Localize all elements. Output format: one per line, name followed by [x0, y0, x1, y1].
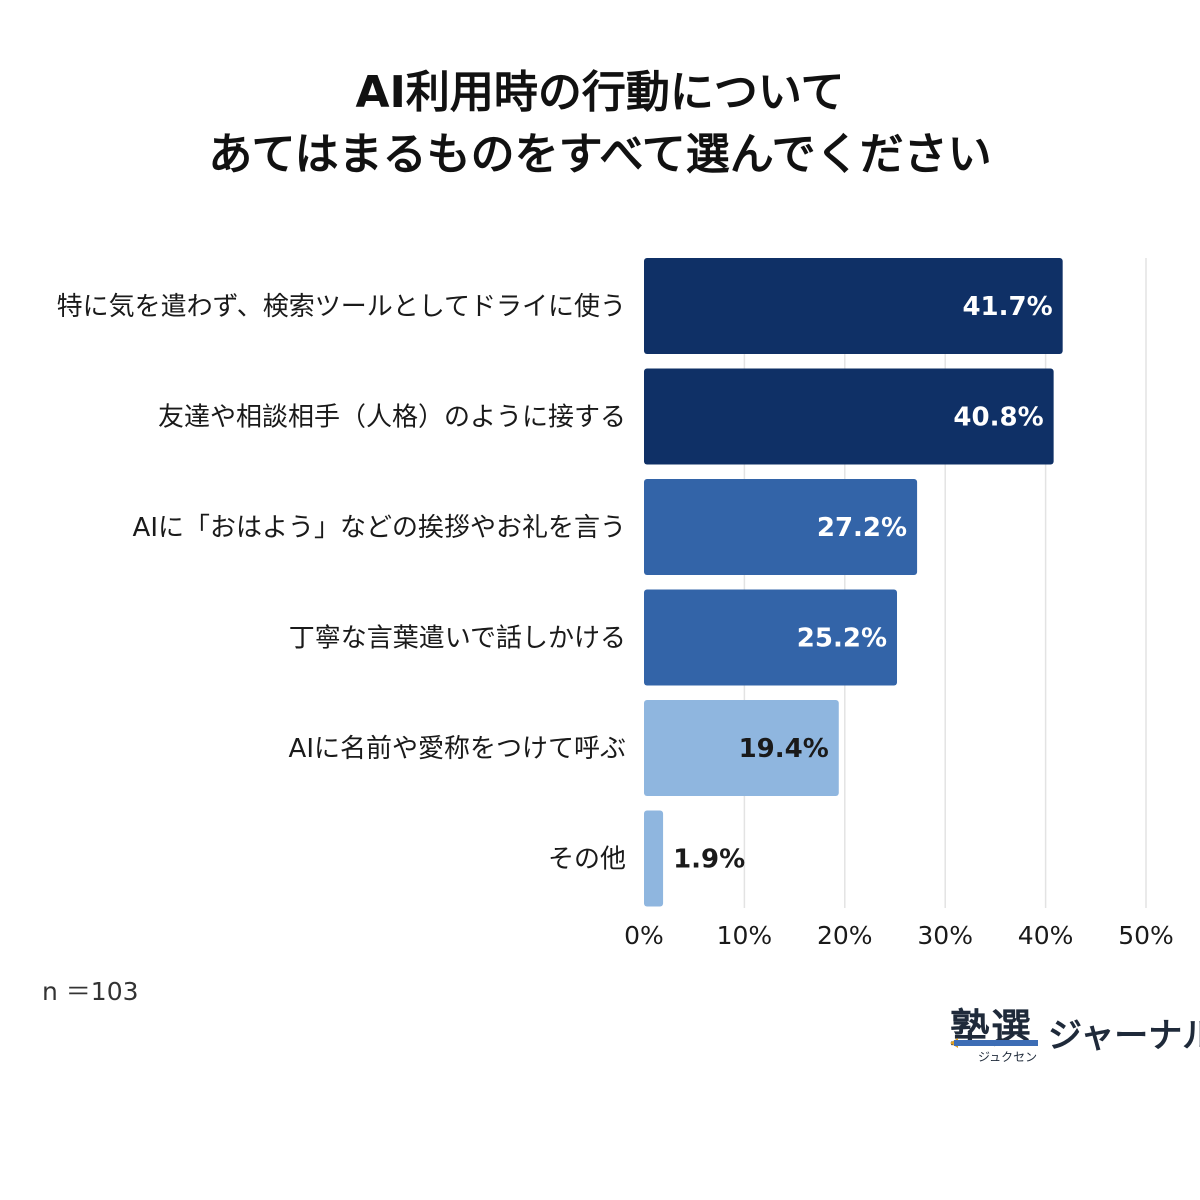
chart-title: AI利用時の行動について あてはまるものをすべて選んでください: [0, 62, 1200, 186]
chart-title-line-2: あてはまるものをすべて選んでください: [208, 129, 992, 180]
x-tick-label-2: 20%: [817, 921, 873, 950]
x-tick-label-1: 10%: [717, 921, 773, 950]
category-label-0: 特に気を遣わず、検索ツールとしてドライに使う: [57, 292, 626, 322]
chart-title-line-1: AI利用時の行動について: [355, 67, 845, 118]
category-label-1: 友達や相談相手（人格）のように接する: [158, 403, 626, 433]
category-label-5: その他: [548, 845, 626, 875]
bar-1: [644, 368, 1054, 465]
bar-2: [644, 479, 918, 575]
value-label-0: 41.7%: [962, 292, 1052, 322]
logo-side-text: ジャーナル: [1048, 1016, 1200, 1056]
logo-underline: [954, 1040, 1038, 1046]
bar-3: [644, 589, 898, 686]
value-label-5: 1.9%: [673, 845, 745, 875]
value-label-4: 19.4%: [739, 734, 829, 764]
brand-logo: 塾選 ジュクセン ジャーナル: [950, 996, 1200, 1076]
sample-size-note: n ＝103: [42, 977, 139, 1006]
category-label-2: AIに「おはよう」などの挨拶やお礼を言う: [133, 513, 626, 543]
x-tick-label-0: 0%: [624, 921, 664, 950]
category-label-3: 丁寧な言葉遣いで話しかける: [289, 624, 626, 654]
category-label-4: AIに名前や愛称をつけて呼ぶ: [289, 734, 626, 764]
value-label-1: 40.8%: [953, 403, 1043, 433]
x-tick-label-5: 50%: [1118, 921, 1174, 950]
value-label-3: 25.2%: [797, 624, 887, 654]
bar-4: [644, 700, 839, 796]
x-tick-label-4: 40%: [1018, 921, 1074, 950]
x-tick-label-3: 30%: [917, 921, 973, 950]
value-label-2: 27.2%: [817, 513, 907, 543]
logo-sub-text: ジュクセン: [978, 1050, 1038, 1064]
bar-0: [644, 258, 1063, 354]
bar-5: [644, 810, 664, 907]
